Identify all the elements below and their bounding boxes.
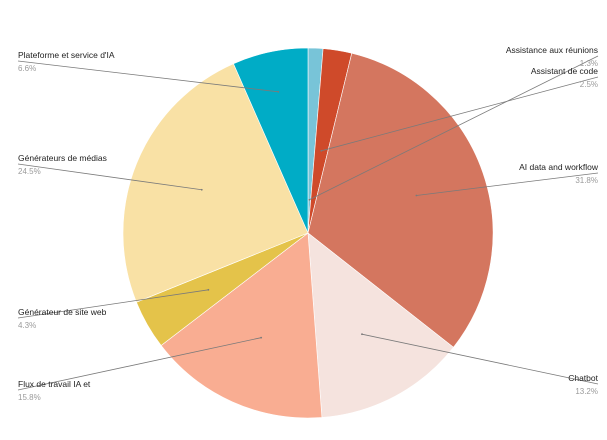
pie-slice-ai-data-and-workflow — [307, 52, 494, 348]
slice-label-assistance-aux-reunions: Assistance aux réunions — [506, 45, 598, 55]
slice-label-flux-de-travail-ia-et: Flux de travail IA et — [18, 379, 91, 389]
leader-dot-generateurs-de-medias — [200, 188, 203, 191]
slice-label-chatbot: Chatbot — [568, 373, 598, 383]
leader-dot-plateforme-et-service-d-ia — [277, 90, 280, 93]
slice-percent-assistant-de-code: 2.5% — [580, 80, 598, 89]
leader-line-plateforme-et-service-d-ia — [17, 60, 279, 93]
leader-line-chatbot — [361, 333, 599, 385]
leader-dot-assistant-de-code — [320, 149, 323, 152]
pie-slice-generateurs-de-medias — [122, 63, 309, 303]
leader-line-ai-data-and-workflow — [416, 172, 599, 196]
leader-line-assistance-aux-reunions — [309, 55, 599, 201]
slice-percent-generateur-de-site-web: 4.3% — [18, 321, 36, 330]
slice-label-assistant-de-code: Assistant de code — [531, 66, 598, 76]
slice-percent-chatbot: 13.2% — [575, 387, 598, 396]
pie-slices — [122, 47, 494, 419]
slice-percent-plateforme-et-service-d-ia: 6.6% — [18, 64, 36, 73]
pie-slice-plateforme-et-service-d-ia — [233, 47, 309, 234]
slice-label-generateur-de-site-web: Générateur de site web — [18, 307, 107, 317]
leader-line-generateur-de-site-web — [17, 289, 209, 319]
leader-line-generateurs-de-medias — [17, 163, 202, 191]
leader-dot-chatbot — [361, 333, 363, 336]
leader-line-assistant-de-code — [321, 76, 599, 152]
slice-percent-assistance-aux-reunions: 1.3% — [580, 59, 598, 68]
pie-slice-chatbot — [307, 232, 454, 418]
slice-labels: Assistance aux réunions 1.3%Assistant de … — [17, 45, 599, 402]
slice-label-ai-data-and-workflow: AI data and workflow — [519, 162, 599, 172]
leader-line-flux-de-travail-ia-et — [17, 337, 262, 391]
slice-label-generateurs-de-medias: Générateurs de médias — [18, 153, 107, 163]
leader-dot-assistance-aux-reunions — [308, 198, 311, 201]
slice-percent-flux-de-travail-ia-et: 15.8% — [18, 393, 41, 402]
slice-percent-generateurs-de-medias: 24.5% — [18, 167, 41, 176]
leader-dot-ai-data-and-workflow — [415, 194, 418, 197]
leader-dot-generateur-de-site-web — [207, 288, 210, 291]
slice-label-plateforme-et-service-d-ia: Plateforme et service d'IA — [18, 50, 115, 60]
leader-dot-flux-de-travail-ia-et — [260, 336, 263, 339]
slice-percent-ai-data-and-workflow: 31.8% — [575, 176, 598, 185]
pie-slice-flux-de-travail-ia-et — [160, 232, 323, 419]
